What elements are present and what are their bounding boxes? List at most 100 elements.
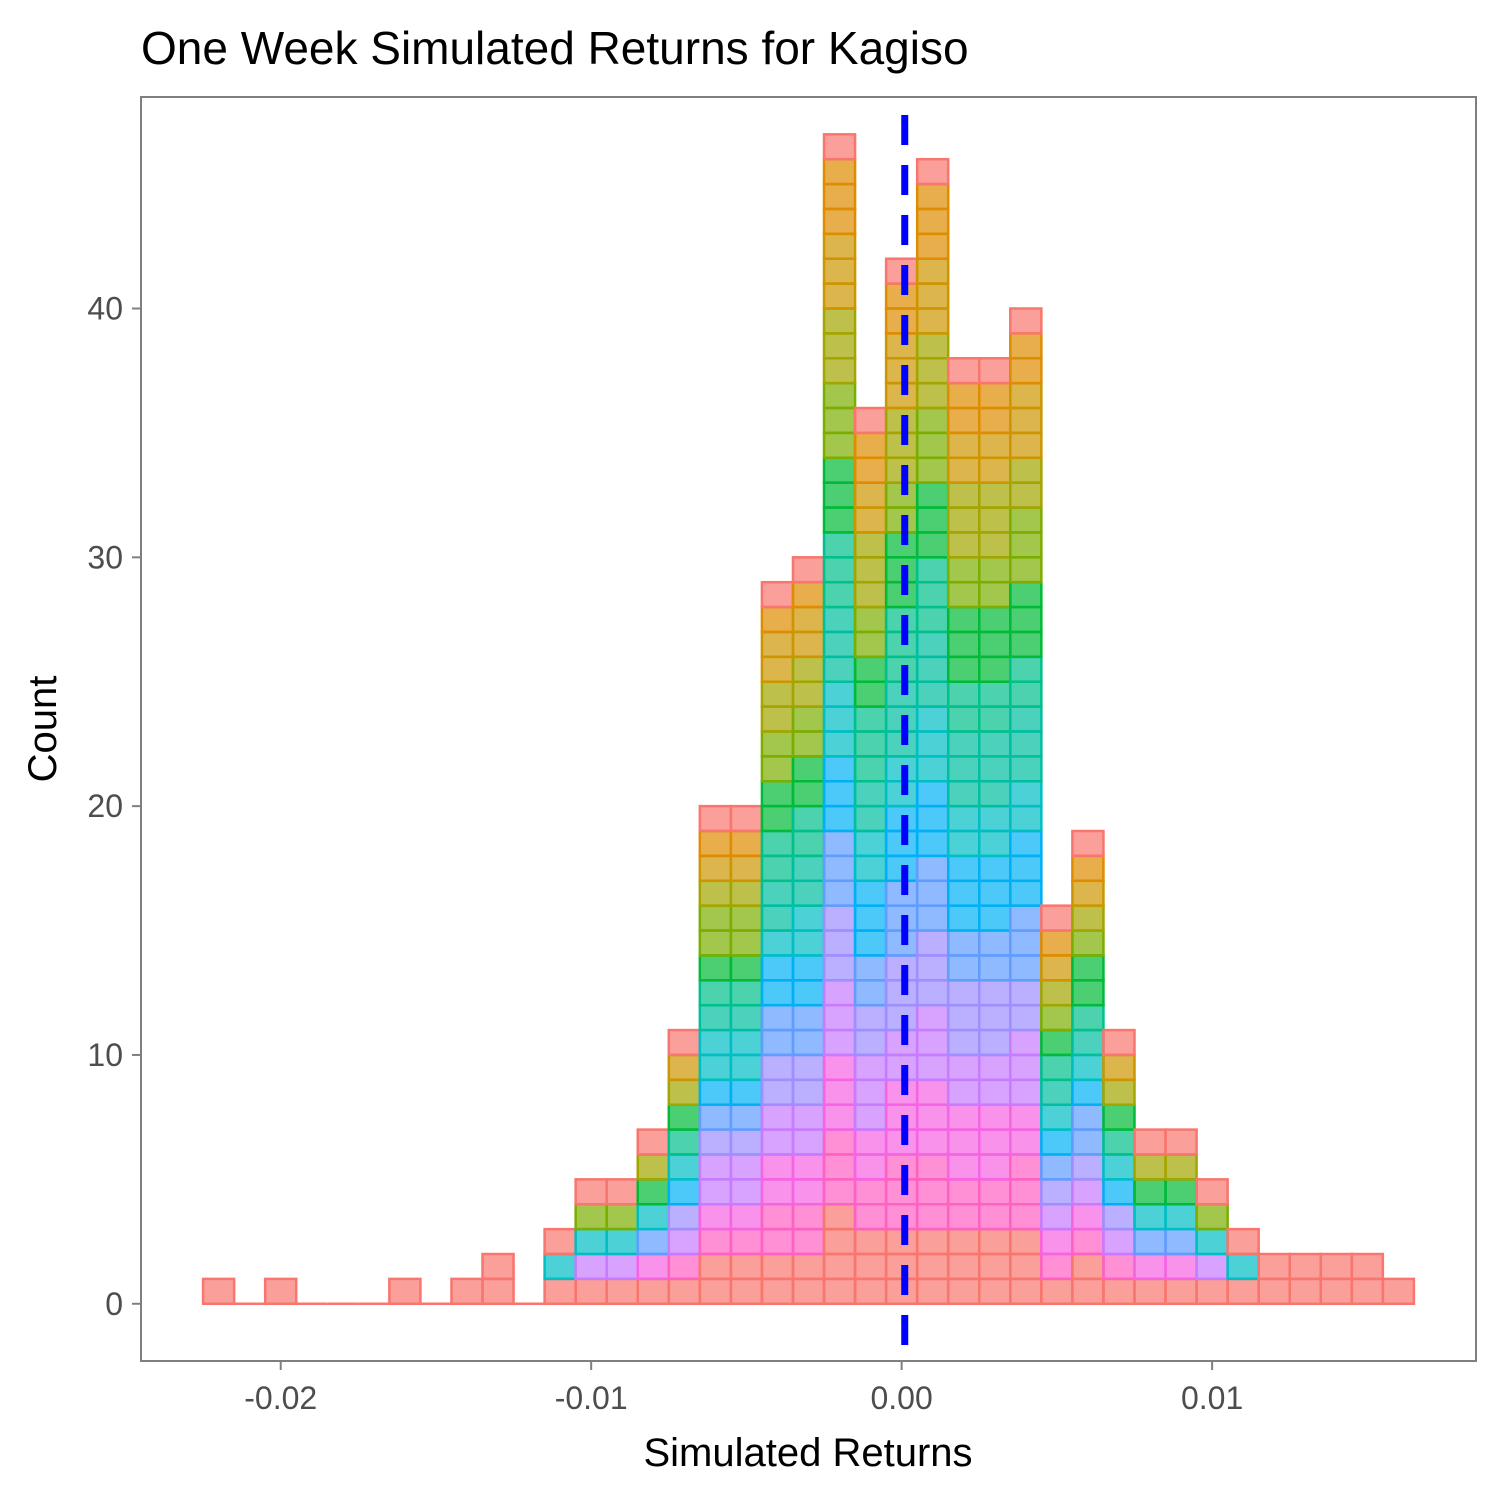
histogram-bar-cell xyxy=(636,1227,671,1256)
histogram-bar-cell xyxy=(791,1103,826,1131)
histogram-bar-cell xyxy=(1133,1227,1167,1256)
histogram-bar-cell xyxy=(1040,1202,1074,1231)
histogram-bar-cell xyxy=(1040,904,1074,932)
histogram-bar-cell xyxy=(1040,1252,1074,1281)
y-tick-label: 40 xyxy=(87,290,123,326)
histogram-bar xyxy=(791,556,826,1306)
histogram-bar-cell xyxy=(1009,705,1043,733)
histogram-bar-cell xyxy=(915,1277,950,1306)
histogram-bar-cell xyxy=(698,1053,733,1082)
histogram-bar xyxy=(574,1178,608,1306)
histogram-bar-cell xyxy=(1133,1153,1167,1181)
histogram-bar-cell xyxy=(1009,1103,1043,1131)
histogram-bar-cell xyxy=(698,1252,733,1281)
histogram-bar-cell xyxy=(853,1053,888,1082)
histogram-bar-cell xyxy=(760,1028,795,1057)
histogram-bar-cell xyxy=(978,1202,1012,1231)
histogram-bar-cell xyxy=(1257,1277,1291,1306)
histogram-bar-cell xyxy=(822,207,857,236)
histogram-bar-cell xyxy=(667,1153,702,1181)
x-axis-label: Simulated Returns xyxy=(643,1431,972,1475)
histogram-bar-cell xyxy=(915,979,950,1007)
histogram-bar-cell xyxy=(791,829,826,858)
histogram-bar-cell xyxy=(915,804,950,833)
histogram-bar-cell xyxy=(853,1202,888,1231)
histogram-bar xyxy=(388,1277,422,1306)
histogram-bar-cell xyxy=(1009,829,1043,858)
histogram-bar-cell xyxy=(915,1202,950,1231)
histogram-bar xyxy=(853,406,888,1306)
histogram-bar-cell xyxy=(605,1202,639,1231)
histogram-bar-cell xyxy=(822,556,857,584)
histogram-bar-cell xyxy=(667,1202,702,1231)
y-tick-label: 10 xyxy=(87,1037,123,1073)
histogram-bar-cell xyxy=(760,829,795,858)
histogram-bar-cell xyxy=(978,456,1012,484)
histogram-bar-cell xyxy=(1009,954,1043,982)
histogram-bar-cell xyxy=(978,755,1012,783)
histogram-bar-cell xyxy=(978,854,1012,883)
histogram-bar-cell xyxy=(822,1153,857,1181)
histogram-bar-cell xyxy=(822,879,857,907)
histogram-bar-cell xyxy=(1071,854,1105,883)
histogram-bar-cell xyxy=(698,879,733,907)
histogram-bar-cell xyxy=(1164,1227,1198,1256)
histogram-bar-cell xyxy=(667,1227,702,1256)
histogram-bar-cell xyxy=(853,1103,888,1131)
histogram-bar xyxy=(1381,1277,1416,1306)
histogram-bar xyxy=(729,804,764,1306)
histogram-bar-cell xyxy=(1040,1003,1074,1032)
histogram-bar-cell xyxy=(946,829,981,858)
histogram-bar-cell xyxy=(760,580,795,609)
histogram-bar-cell xyxy=(1102,1153,1136,1181)
histogram-bar-cell xyxy=(978,406,1012,435)
histogram-bar-cell xyxy=(978,829,1012,858)
histogram-bar-cell xyxy=(978,780,1012,808)
histogram-bar-cell xyxy=(1133,1252,1167,1281)
histogram-bar-cell xyxy=(978,804,1012,833)
histogram-bar-cell xyxy=(791,804,826,833)
histogram-bar-cell xyxy=(698,1202,733,1231)
histogram-bar-cell xyxy=(853,630,888,659)
histogram-bar-cell xyxy=(1071,1252,1105,1281)
histogram-bar-cell xyxy=(915,879,950,907)
histogram-bar-cell xyxy=(946,879,981,907)
histogram-bar-cell xyxy=(822,605,857,634)
histogram-bar-cell xyxy=(1009,979,1043,1007)
histogram-bar-cell xyxy=(853,531,888,559)
histogram-bar-cell xyxy=(1288,1277,1323,1306)
histogram-bar-cell xyxy=(822,1277,857,1306)
histogram-bar-cell xyxy=(1071,1153,1105,1181)
histogram-bar-cell xyxy=(388,1277,422,1306)
histogram-bar-cell xyxy=(729,804,764,833)
histogram-bar-cell xyxy=(946,1252,981,1281)
histogram-bar-cell xyxy=(760,1153,795,1181)
histogram-bar-cell xyxy=(760,630,795,659)
x-axis: -0.02 -0.01 0.00 0.01 xyxy=(244,1361,1243,1416)
histogram-bar-cell xyxy=(729,1103,764,1131)
histogram-bar-cell xyxy=(853,431,888,460)
y-axis: 0 10 20 30 40 xyxy=(87,290,141,1322)
histogram-bar-cell xyxy=(1102,1128,1136,1156)
histogram-bar-cell xyxy=(1009,381,1043,410)
histogram-bar-cell xyxy=(1009,755,1043,783)
histogram-bar-cell xyxy=(946,655,981,683)
histogram-bar-cell xyxy=(1009,531,1043,559)
histogram-bar-cell xyxy=(822,531,857,559)
histogram-bar-cell xyxy=(760,655,795,683)
histogram-bar-cell xyxy=(915,655,950,683)
histogram-bar-cell xyxy=(1009,1227,1043,1256)
histogram-bar-cell xyxy=(946,954,981,982)
histogram-bar-cell xyxy=(915,680,950,708)
histogram-bar-cell xyxy=(946,804,981,833)
y-axis-label: Count xyxy=(21,676,65,783)
histogram-bar-cell xyxy=(946,1128,981,1156)
histogram-bar-cell xyxy=(853,780,888,808)
histogram-bar-cell xyxy=(822,804,857,833)
histogram-bar-cell xyxy=(543,1252,577,1281)
histogram-bar-cell xyxy=(978,1128,1012,1156)
histogram-bar-cell xyxy=(1071,1003,1105,1032)
histogram-bar-cell xyxy=(1164,1202,1198,1231)
histogram-bar-cell xyxy=(1040,954,1074,982)
histogram-bar-cell xyxy=(760,1202,795,1231)
